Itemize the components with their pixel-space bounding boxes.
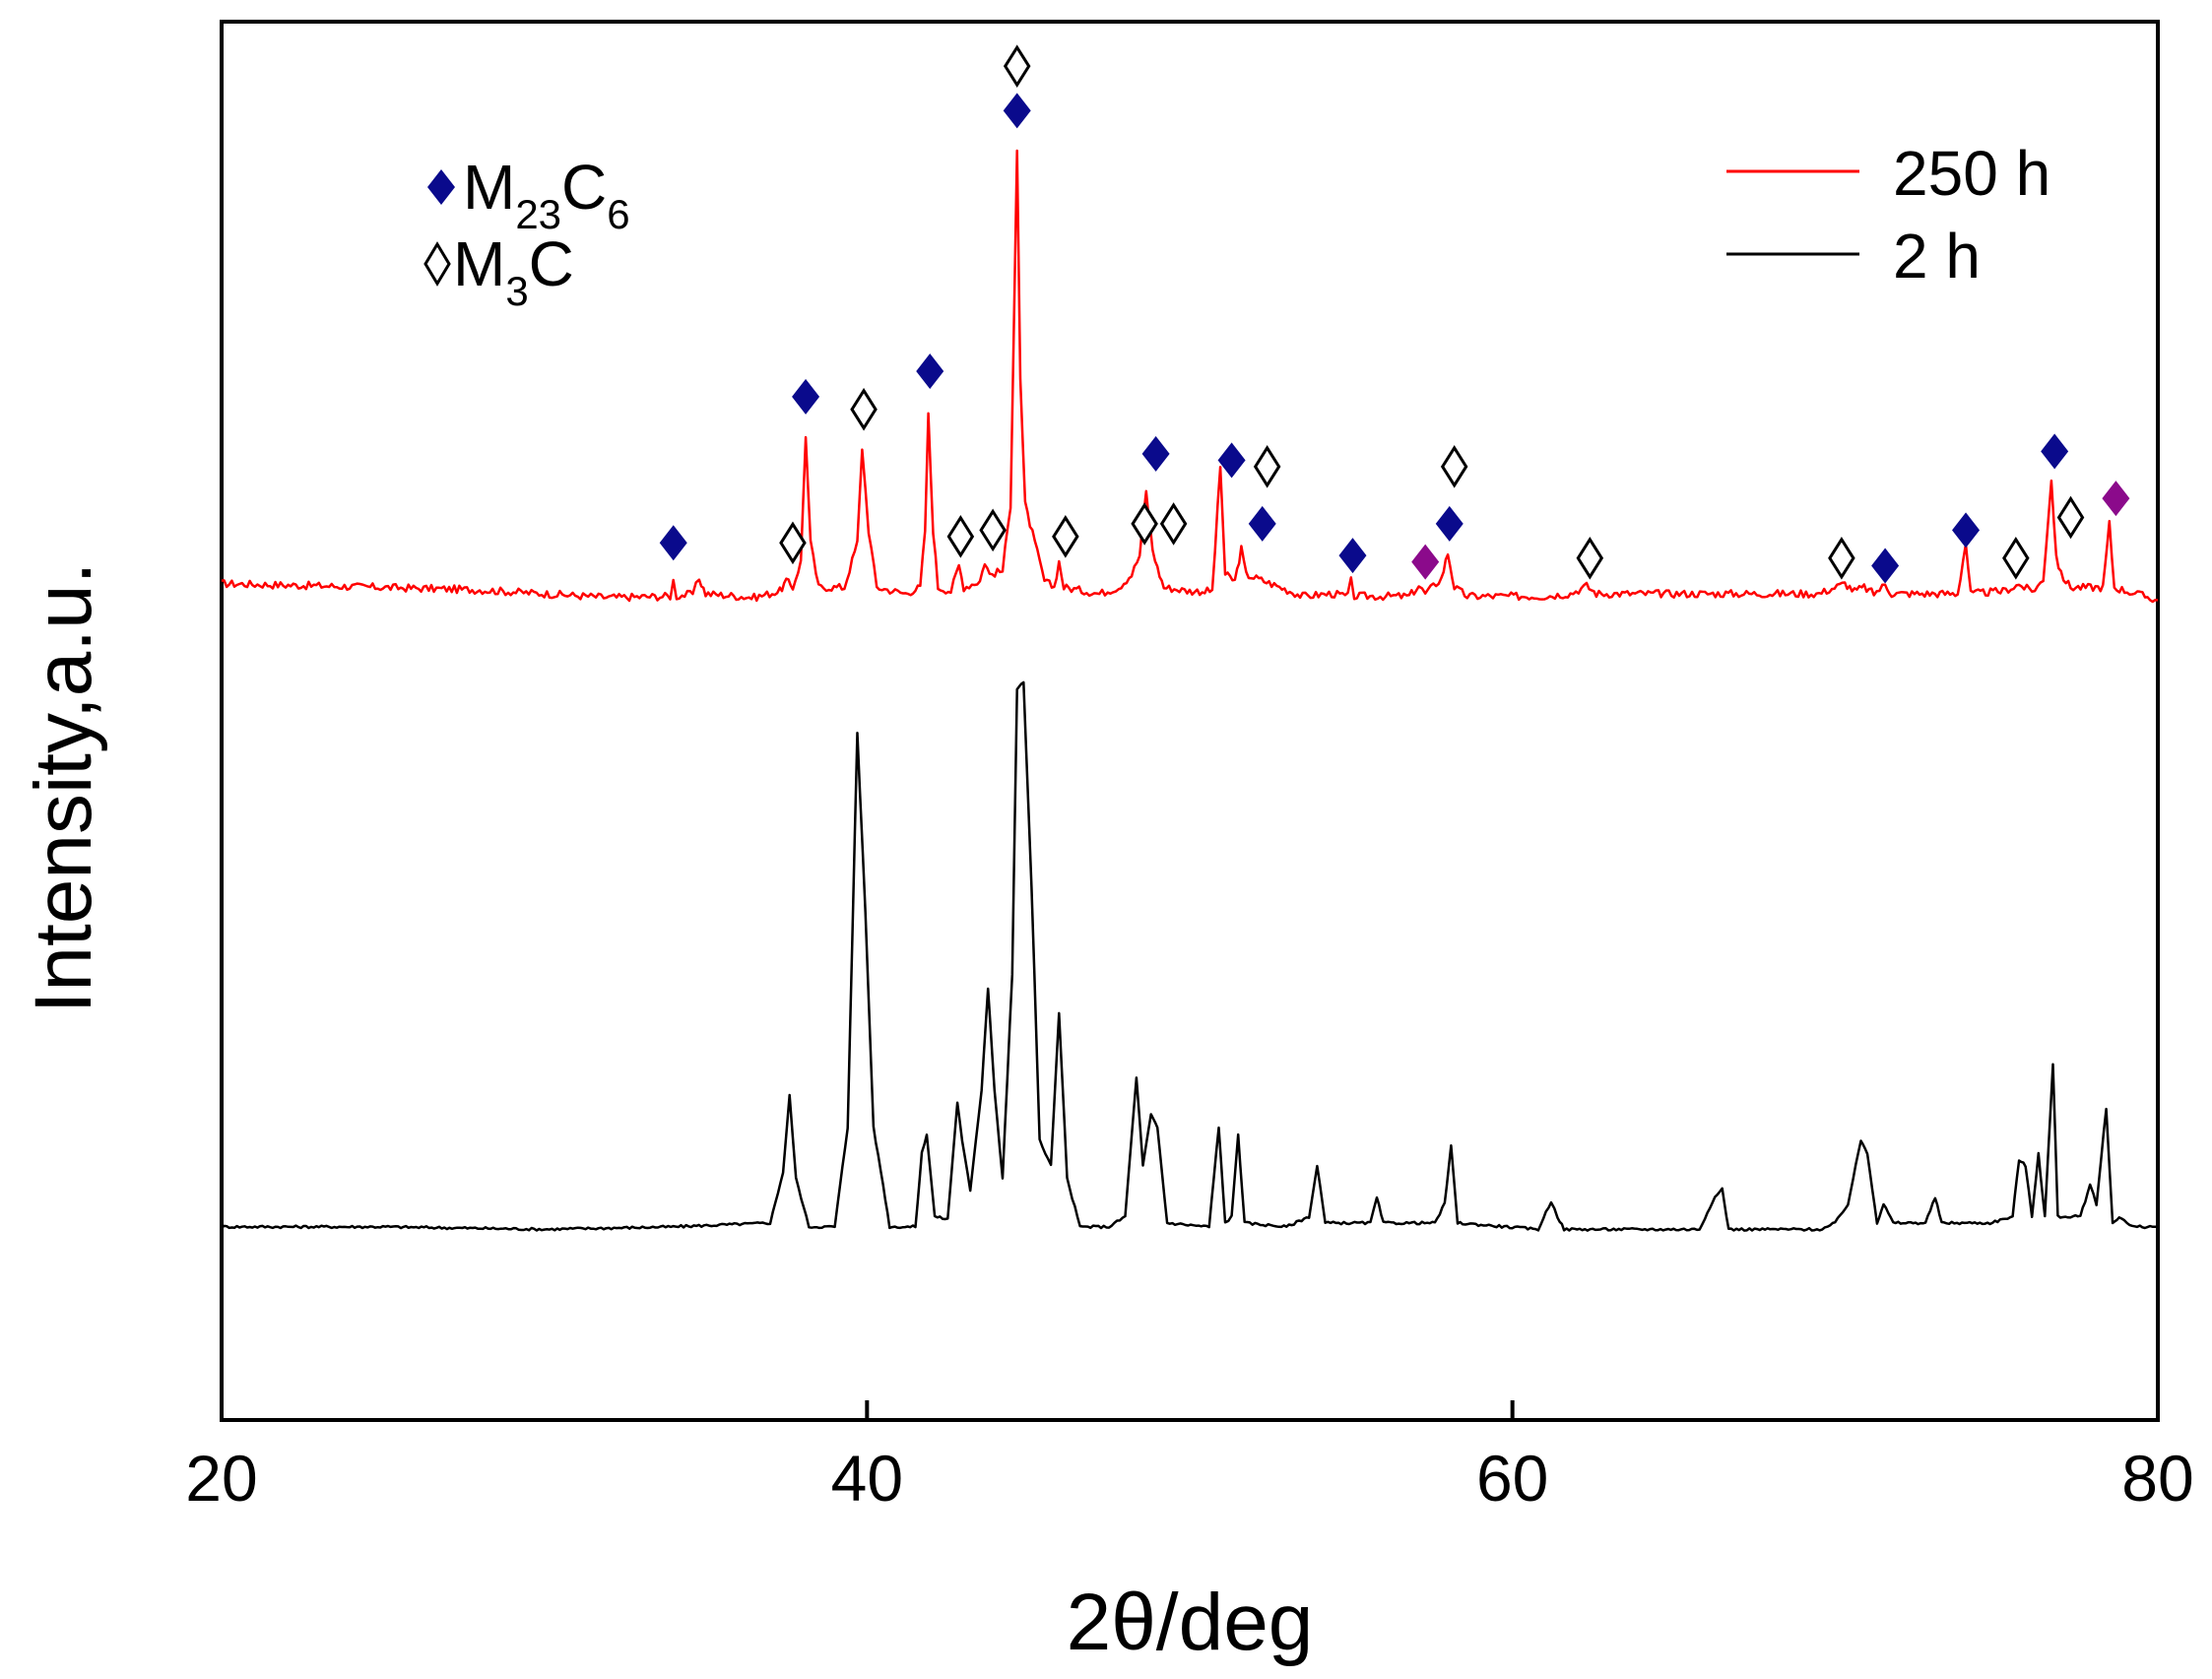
m3c-peak-marker-icon <box>946 515 975 558</box>
magenta-peak-marker-icon <box>1411 544 1440 580</box>
m23c6-diamond-icon <box>427 169 455 205</box>
m3c-peak-marker-icon <box>979 508 1007 552</box>
phase-m23c6-sub2: 6 <box>607 191 629 237</box>
plot-frame <box>220 20 2160 1422</box>
m23c6-peak-marker-icon <box>1217 442 1246 479</box>
m23c6-peak-marker-icon <box>1871 548 1900 584</box>
phase-m23c6-sub: 23 <box>515 191 561 237</box>
phase-legend-m3c: M3C <box>453 228 574 314</box>
m3c-peak-marker-icon <box>1131 502 1158 546</box>
m3c-open-diamond-icon <box>423 241 451 287</box>
x-tick-label: 40 <box>831 1442 903 1515</box>
x-axis-label: 2θ/deg <box>1067 1578 1314 1667</box>
y-axis-label: Intensity,a.u. <box>19 562 108 1014</box>
legend-label-2h: 2 h <box>1893 221 1981 291</box>
m3c-peak-marker-icon <box>1159 502 1188 546</box>
x-tick-label: 60 <box>1476 1442 1548 1515</box>
x-tick-label: 20 <box>185 1442 257 1515</box>
m23c6-peak-marker-icon <box>2041 433 2069 470</box>
m3c-peak-marker-icon <box>1440 445 1468 488</box>
phase-legend: M23C6 M3C <box>423 152 630 314</box>
m23c6-peak-marker-icon <box>916 354 944 389</box>
m23c6-peak-marker-icon <box>1003 93 1031 129</box>
m3c-peak-marker-icon <box>1253 445 1281 488</box>
x-tick-label: 80 <box>2121 1442 2193 1515</box>
m23c6-peak-marker-icon <box>1141 435 1170 472</box>
series-legend: 250 h 2 h <box>1726 138 2050 291</box>
marker-layer <box>659 44 2130 584</box>
m23c6-peak-marker-icon <box>1435 505 1464 542</box>
m23c6-peak-marker-icon <box>1338 538 1367 574</box>
tick-layer: 20 40 60 80 <box>185 1400 2194 1515</box>
series-layer <box>221 149 2159 1232</box>
series-line-250h <box>221 149 2159 604</box>
phase-m3c-main: M <box>453 228 505 299</box>
phase-m23c6-tail: C <box>561 152 607 223</box>
legend-label-250h: 250 h <box>1893 138 2050 209</box>
magenta-peak-marker-icon <box>2102 481 2130 517</box>
m3c-peak-marker-icon <box>1828 536 1855 580</box>
series-line-2h <box>221 680 2159 1232</box>
m23c6-peak-marker-icon <box>792 378 820 415</box>
m3c-peak-marker-icon <box>1052 515 1079 558</box>
m3c-peak-marker-icon <box>1576 536 1604 580</box>
phase-m3c-tail: C <box>529 228 574 299</box>
m3c-peak-marker-icon <box>779 521 807 565</box>
phase-m3c-sub: 3 <box>505 268 528 314</box>
m23c6-peak-marker-icon <box>1248 505 1276 542</box>
phase-m23c6-main: M <box>463 152 515 223</box>
m23c6-peak-marker-icon <box>1952 512 1981 549</box>
m3c-peak-marker-icon <box>2056 495 2085 540</box>
phase-legend-m23c6: M23C6 <box>463 152 630 237</box>
m3c-peak-marker-icon <box>850 387 878 431</box>
m23c6-peak-marker-icon <box>659 525 687 561</box>
m3c-peak-marker-icon <box>2002 536 2030 580</box>
m3c-peak-marker-icon <box>1003 44 1031 88</box>
